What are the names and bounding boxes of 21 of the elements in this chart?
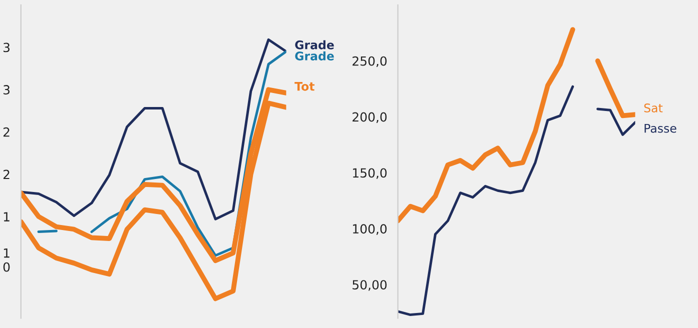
y-tick-label: 3 xyxy=(4,42,10,52)
line-series xyxy=(398,27,576,224)
line-series xyxy=(398,85,574,316)
y-tick-label: 50,00 xyxy=(352,280,387,291)
y-tick-label: 250,0 xyxy=(352,56,387,68)
series-label: Grade xyxy=(295,40,334,50)
y-tick-label: 3 xyxy=(4,85,10,95)
line-series xyxy=(596,108,636,136)
series-label: Passe xyxy=(644,124,676,133)
y-tick-label: 1 0 xyxy=(3,248,10,272)
y-tick-label: 2 xyxy=(3,127,10,137)
series-label: Grade xyxy=(295,51,334,60)
series-label: Tot xyxy=(294,82,314,91)
series-label: Sat xyxy=(644,103,663,112)
y-tick-label: 2 xyxy=(3,170,10,179)
line-series xyxy=(595,58,636,118)
y-tick-label: 150,0 xyxy=(353,168,387,179)
y-tick-label: 100,0 xyxy=(353,224,387,235)
y-tick-label: 1 xyxy=(4,212,10,222)
y-tick-label: 200,0 xyxy=(352,112,387,123)
line-series xyxy=(20,38,286,220)
